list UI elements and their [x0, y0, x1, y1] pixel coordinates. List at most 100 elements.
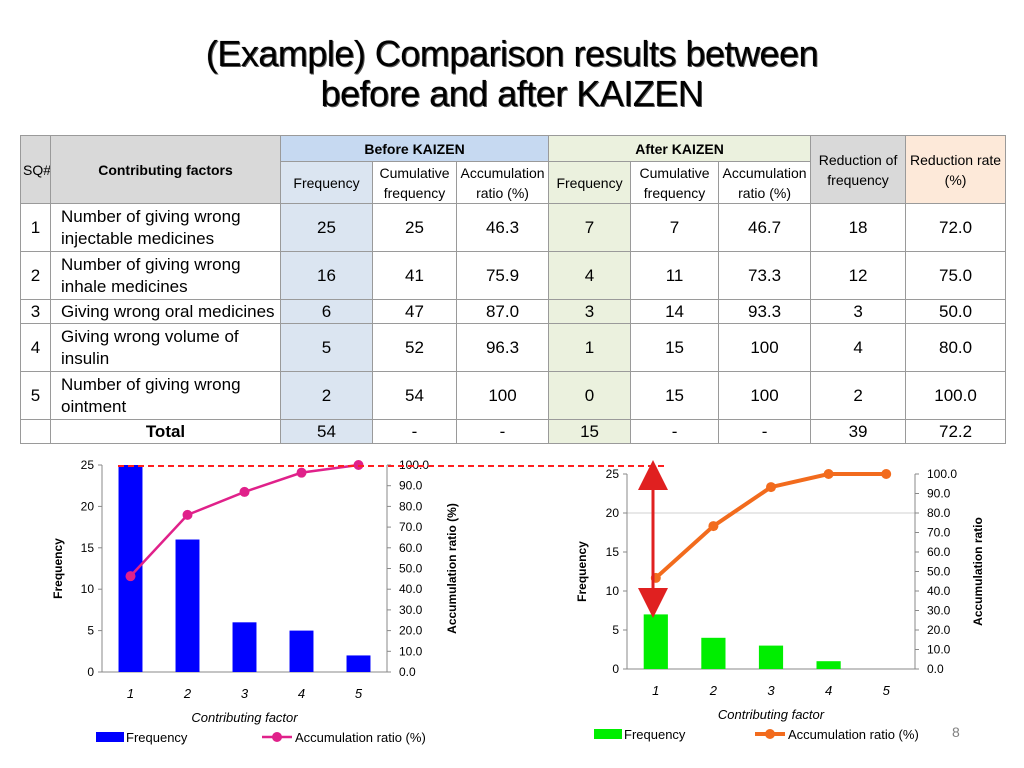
header-before-frequency: Frequency [280, 161, 373, 204]
cell-b-acc: 75.9 [455, 251, 550, 300]
x-tick-label: 5 [355, 686, 363, 701]
cell-b-freq: 5 [280, 323, 373, 372]
cell-a-cum: 14 [630, 299, 720, 324]
cell-a-freq: 1 [548, 323, 632, 372]
y2-tick-label: 30.0 [399, 603, 423, 617]
legend-accumulation-marker [272, 732, 282, 742]
before-kaizen-pareto-chart: 05101520250.010.020.030.040.050.060.070.… [51, 458, 459, 745]
total-a-cum: - [630, 419, 720, 444]
header-after-accumulation: Accumulation ratio (%) [718, 161, 812, 204]
y-tick-label: 20 [606, 506, 620, 520]
y2-tick-label: 70.0 [927, 526, 951, 540]
cell-b-cum: 54 [372, 371, 457, 420]
cell-a-freq: 3 [548, 299, 632, 324]
x-tick-label: 4 [298, 686, 305, 701]
y2-tick-label: 100.0 [927, 467, 957, 481]
x-tick-label: 1 [652, 683, 659, 698]
frequency-bar [643, 614, 668, 669]
x-tick-label: 2 [709, 683, 718, 698]
legend-frequency-label: Frequency [624, 727, 686, 742]
table-row: 1 Number of giving wrong injectable medic… [20, 203, 1007, 252]
frequency-bar [118, 465, 143, 672]
row-factor: Number of giving wrong inhale medicines [50, 251, 281, 300]
y-tick-label: 25 [81, 458, 95, 472]
cell-red-freq: 4 [810, 323, 907, 372]
cell-red-freq: 2 [810, 371, 907, 420]
accumulation-point [823, 469, 834, 479]
y-tick-label: 15 [606, 545, 620, 559]
x-tick-label: 2 [183, 686, 192, 701]
frequency-bar [701, 637, 726, 669]
header-after-kaizen: After KAIZEN [548, 135, 812, 162]
title-line-2: before and after KAIZEN [320, 73, 704, 114]
y2-tick-label: 80.0 [399, 499, 423, 513]
y2-tick-label: 60.0 [927, 545, 951, 559]
legend-frequency-swatch [96, 732, 124, 742]
accumulation-point [881, 469, 892, 479]
x-tick-label: 3 [241, 686, 249, 701]
slide-title: (Example) Comparison results between bef… [0, 34, 1024, 114]
header-before-kaizen: Before KAIZEN [279, 135, 550, 162]
y-tick-label: 5 [87, 624, 94, 638]
table-row: 4 Giving wrong volume of insulin 5 52 96.3 1 1… [20, 323, 1007, 372]
frequency-bar [346, 655, 371, 672]
cell-red-freq: 18 [810, 203, 907, 252]
table-row: 2 Number of giving wrong inhale medicines… [20, 251, 1007, 300]
y2-tick-label: 10.0 [927, 643, 951, 657]
cell-a-cum: 15 [630, 323, 720, 372]
cell-a-acc: 100 [718, 371, 812, 420]
legend-frequency-label: Frequency [126, 730, 188, 745]
x-tick-label: 4 [825, 683, 832, 698]
cell-red-rate: 80.0 [905, 323, 1007, 372]
total-b-cum: - [372, 419, 457, 444]
total-b-acc: - [455, 419, 550, 444]
x-tick-label: 5 [883, 683, 891, 698]
cell-red-rate: 50.0 [905, 299, 1007, 324]
cell-b-freq: 25 [280, 203, 373, 252]
cell-a-cum: 15 [630, 371, 720, 420]
y2-tick-label: 0.0 [927, 662, 944, 676]
header-before-accumulation: Accumulation ratio (%) [455, 161, 550, 204]
y-tick-label: 10 [606, 584, 620, 598]
accumulation-point [125, 571, 136, 582]
row-factor: Number of giving wrong ointment [50, 371, 281, 420]
accumulation-point [182, 509, 193, 520]
y2-axis-label: Accumulation ratio [971, 517, 985, 626]
row-factor: Giving wrong volume of insulin [50, 323, 281, 372]
y2-tick-label: 10.0 [399, 644, 423, 658]
header-reduction-frequency: Reduction of frequency [810, 135, 907, 204]
header-reduction-rate: Reduction rate (%) [905, 135, 1007, 204]
cell-b-acc: 46.3 [455, 203, 550, 252]
y2-tick-label: 40.0 [399, 582, 423, 596]
accumulation-point [708, 521, 719, 532]
cell-a-acc: 46.7 [718, 203, 812, 252]
y-tick-label: 5 [612, 623, 619, 637]
cell-b-freq: 6 [280, 299, 373, 324]
row-factor: Giving wrong oral medicines [50, 299, 281, 324]
legend-frequency-swatch [594, 729, 622, 739]
comparison-annotation [118, 460, 668, 618]
y2-tick-label: 20.0 [399, 624, 423, 638]
y2-tick-label: 50.0 [399, 562, 423, 576]
legend-accumulation-marker [765, 729, 775, 739]
after-kaizen-pareto-chart: 05101520250.010.020.030.040.050.060.070.… [575, 467, 985, 742]
header-factors: Contributing factors [50, 135, 281, 204]
x-axis-label: Contributing factor [718, 707, 825, 722]
cell-b-cum: 47 [372, 299, 457, 324]
row-sq: 3 [20, 299, 51, 324]
legend-accumulation-label: Accumulation ratio (%) [295, 730, 426, 745]
cell-b-acc: 87.0 [455, 299, 550, 324]
y2-tick-label: 100.0 [399, 458, 429, 472]
y-tick-label: 10 [81, 582, 95, 596]
total-sq-empty [20, 419, 51, 444]
table-row: 5 Number of giving wrong ointment 2 54 100 0 1… [20, 371, 1007, 420]
y2-axis-label: Accumulation ratio (%) [445, 503, 459, 634]
y2-tick-label: 30.0 [927, 604, 951, 618]
row-sq: 5 [20, 371, 51, 420]
legend-accumulation-label: Accumulation ratio (%) [788, 727, 919, 742]
cell-a-acc: 100 [718, 323, 812, 372]
frequency-bar [175, 539, 200, 672]
cell-a-acc: 93.3 [718, 299, 812, 324]
y-tick-label: 0 [87, 665, 94, 679]
y-tick-label: 20 [81, 499, 95, 513]
